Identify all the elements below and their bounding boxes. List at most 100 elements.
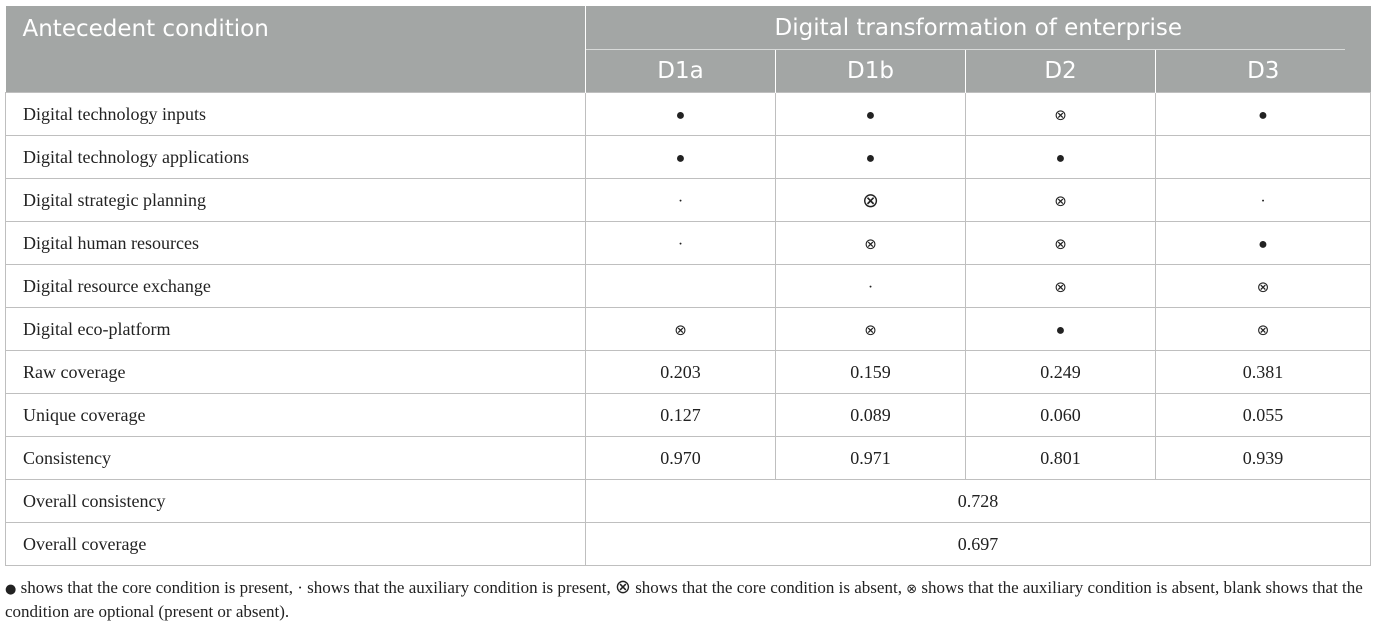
condition-symbol-cell [585,264,776,308]
core-present-icon: ● [1055,149,1066,167]
table-row: Consistency 0.970 0.971 0.801 0.939 [5,436,1372,480]
aux-absent-symbol: ⊗ [906,582,918,597]
condition-symbol-cell: ⊗ [585,307,776,351]
aux-present-icon: · [867,278,874,296]
metric-value: 0.970 [585,436,776,480]
table-row: Digital technology applications ● ● ● [5,135,1372,179]
aux-absent-icon: ⊗ [1054,234,1067,253]
table-row: Overall coverage 0.697 [5,522,1372,566]
condition-symbol-cell: ⊗ [965,178,1156,222]
condition-symbol-cell: ● [1154,92,1372,136]
metric-value: 0.249 [965,350,1156,394]
overall-consistency-value: 0.728 [584,479,1372,523]
core-present-icon: ● [675,149,686,167]
table-row: Unique coverage 0.127 0.089 0.060 0.055 [5,393,1372,437]
condition-symbol-cell: · [1154,178,1372,222]
condition-label: Digital eco-platform [5,307,586,351]
condition-label: Digital human resources [5,221,586,265]
overall-coverage-label: Overall coverage [5,522,586,566]
condition-label: Digital technology applications [5,135,586,179]
core-present-icon: ● [1258,235,1268,253]
aux-absent-icon: ⊗ [864,320,877,339]
core-present-icon: ● [675,106,686,124]
condition-symbol-cell: ● [585,135,776,179]
core-absent-symbol: ⊗ [615,576,631,598]
table-row: Overall consistency 0.728 [5,479,1372,523]
metric-value: 0.127 [585,393,776,437]
table-row: Digital technology inputs ● ● ⊗ ● [5,92,1372,136]
condition-symbol-cell: ● [585,92,776,136]
configuration-table: Antecedent condition Digital transformat… [5,6,1372,566]
metric-label: Raw coverage [5,350,586,394]
footnote-text-3: shows that the auxiliary condition is ab… [5,578,1363,621]
condition-label: Digital strategic planning [5,178,586,222]
aux-absent-icon: ⊗ [1054,105,1067,124]
condition-symbol-cell: · [775,264,966,308]
aux-absent-icon: ⊗ [674,320,687,339]
core-present-icon: ● [1055,321,1066,339]
condition-symbol-cell: ⊗ [775,307,966,351]
condition-symbol-cell: ⊗ [965,264,1156,308]
metric-value: 0.060 [965,393,1156,437]
aux-absent-icon: ⊗ [864,234,877,253]
condition-symbol-cell: ⊗ [1154,264,1372,308]
condition-symbol-cell: ● [965,135,1156,179]
condition-symbol-cell: ● [965,307,1156,351]
metric-value: 0.089 [775,393,966,437]
metric-value: 0.939 [1154,436,1372,480]
table-row: Digital resource exchange · ⊗ ⊗ [5,264,1372,308]
aux-absent-icon: ⊗ [1256,320,1270,339]
group-header-label: Digital transformation of enterprise [774,15,1183,41]
metric-value: 0.971 [775,436,966,480]
aux-absent-icon: ⊗ [1256,277,1270,296]
table-row: Digital human resources · ⊗ ⊗ ● [5,221,1372,265]
condition-symbol-cell: ⊗ [1154,307,1372,351]
condition-symbol-cell: ⊗ [775,178,966,222]
table-row: Raw coverage 0.203 0.159 0.249 0.381 [5,350,1372,394]
antecedent-header: Antecedent condition [5,6,586,93]
condition-symbol-cell: ● [775,92,966,136]
aux-absent-icon: ⊗ [1054,277,1067,296]
column-header-d1a: D1a [585,50,776,93]
condition-symbol-cell: ⊗ [775,221,966,265]
metric-value: 0.159 [775,350,966,394]
group-header-rule [586,49,1345,50]
group-header: Digital transformation of enterprise [585,6,1371,50]
metric-value: 0.381 [1154,350,1372,394]
core-absent-icon: ⊗ [862,188,879,212]
footnote-text-2: shows that the core condition is absent, [630,578,907,597]
header-row-2: D1a D1b D2 D3 [6,50,1371,93]
aux-present-icon: · [677,192,684,210]
column-header-d1b: D1b [775,50,966,93]
condition-symbol-cell: ⊗ [965,92,1156,136]
overall-consistency-label: Overall consistency [5,479,586,523]
core-present-icon: ● [1258,106,1268,124]
metric-value: 0.801 [965,436,1156,480]
core-present-icon: ● [865,149,876,167]
column-header-d3: D3 [1155,50,1371,93]
condition-symbol-cell: ● [775,135,966,179]
aux-present-icon: · [677,235,684,253]
aux-present-icon: · [1260,192,1266,210]
column-header-d2: D2 [965,50,1156,93]
table-row: Digital strategic planning · ⊗ ⊗ · [5,178,1372,222]
table-row: Digital eco-platform ⊗ ⊗ ● ⊗ [5,307,1372,351]
metric-value: 0.055 [1154,393,1372,437]
core-present-icon: ● [865,106,876,124]
condition-symbol-cell: · [585,178,776,222]
condition-label: Digital resource exchange [5,264,586,308]
metric-label: Consistency [5,436,586,480]
condition-symbol-cell: ● [1154,221,1372,265]
overall-coverage-value: 0.697 [584,522,1372,566]
footnote-text-1: shows that the core condition is present… [16,578,616,597]
condition-symbol-cell [1154,135,1372,179]
header-row-1: Antecedent condition Digital transformat… [5,6,1371,93]
condition-symbol-cell: ⊗ [965,221,1156,265]
table-footnote: ● shows that the core condition is prese… [5,576,1375,623]
core-present-symbol: ● [5,582,17,597]
aux-absent-icon: ⊗ [1054,191,1067,210]
condition-symbol-cell: · [585,221,776,265]
metric-label: Unique coverage [5,393,586,437]
metric-value: 0.203 [585,350,776,394]
condition-label: Digital technology inputs [5,92,586,136]
